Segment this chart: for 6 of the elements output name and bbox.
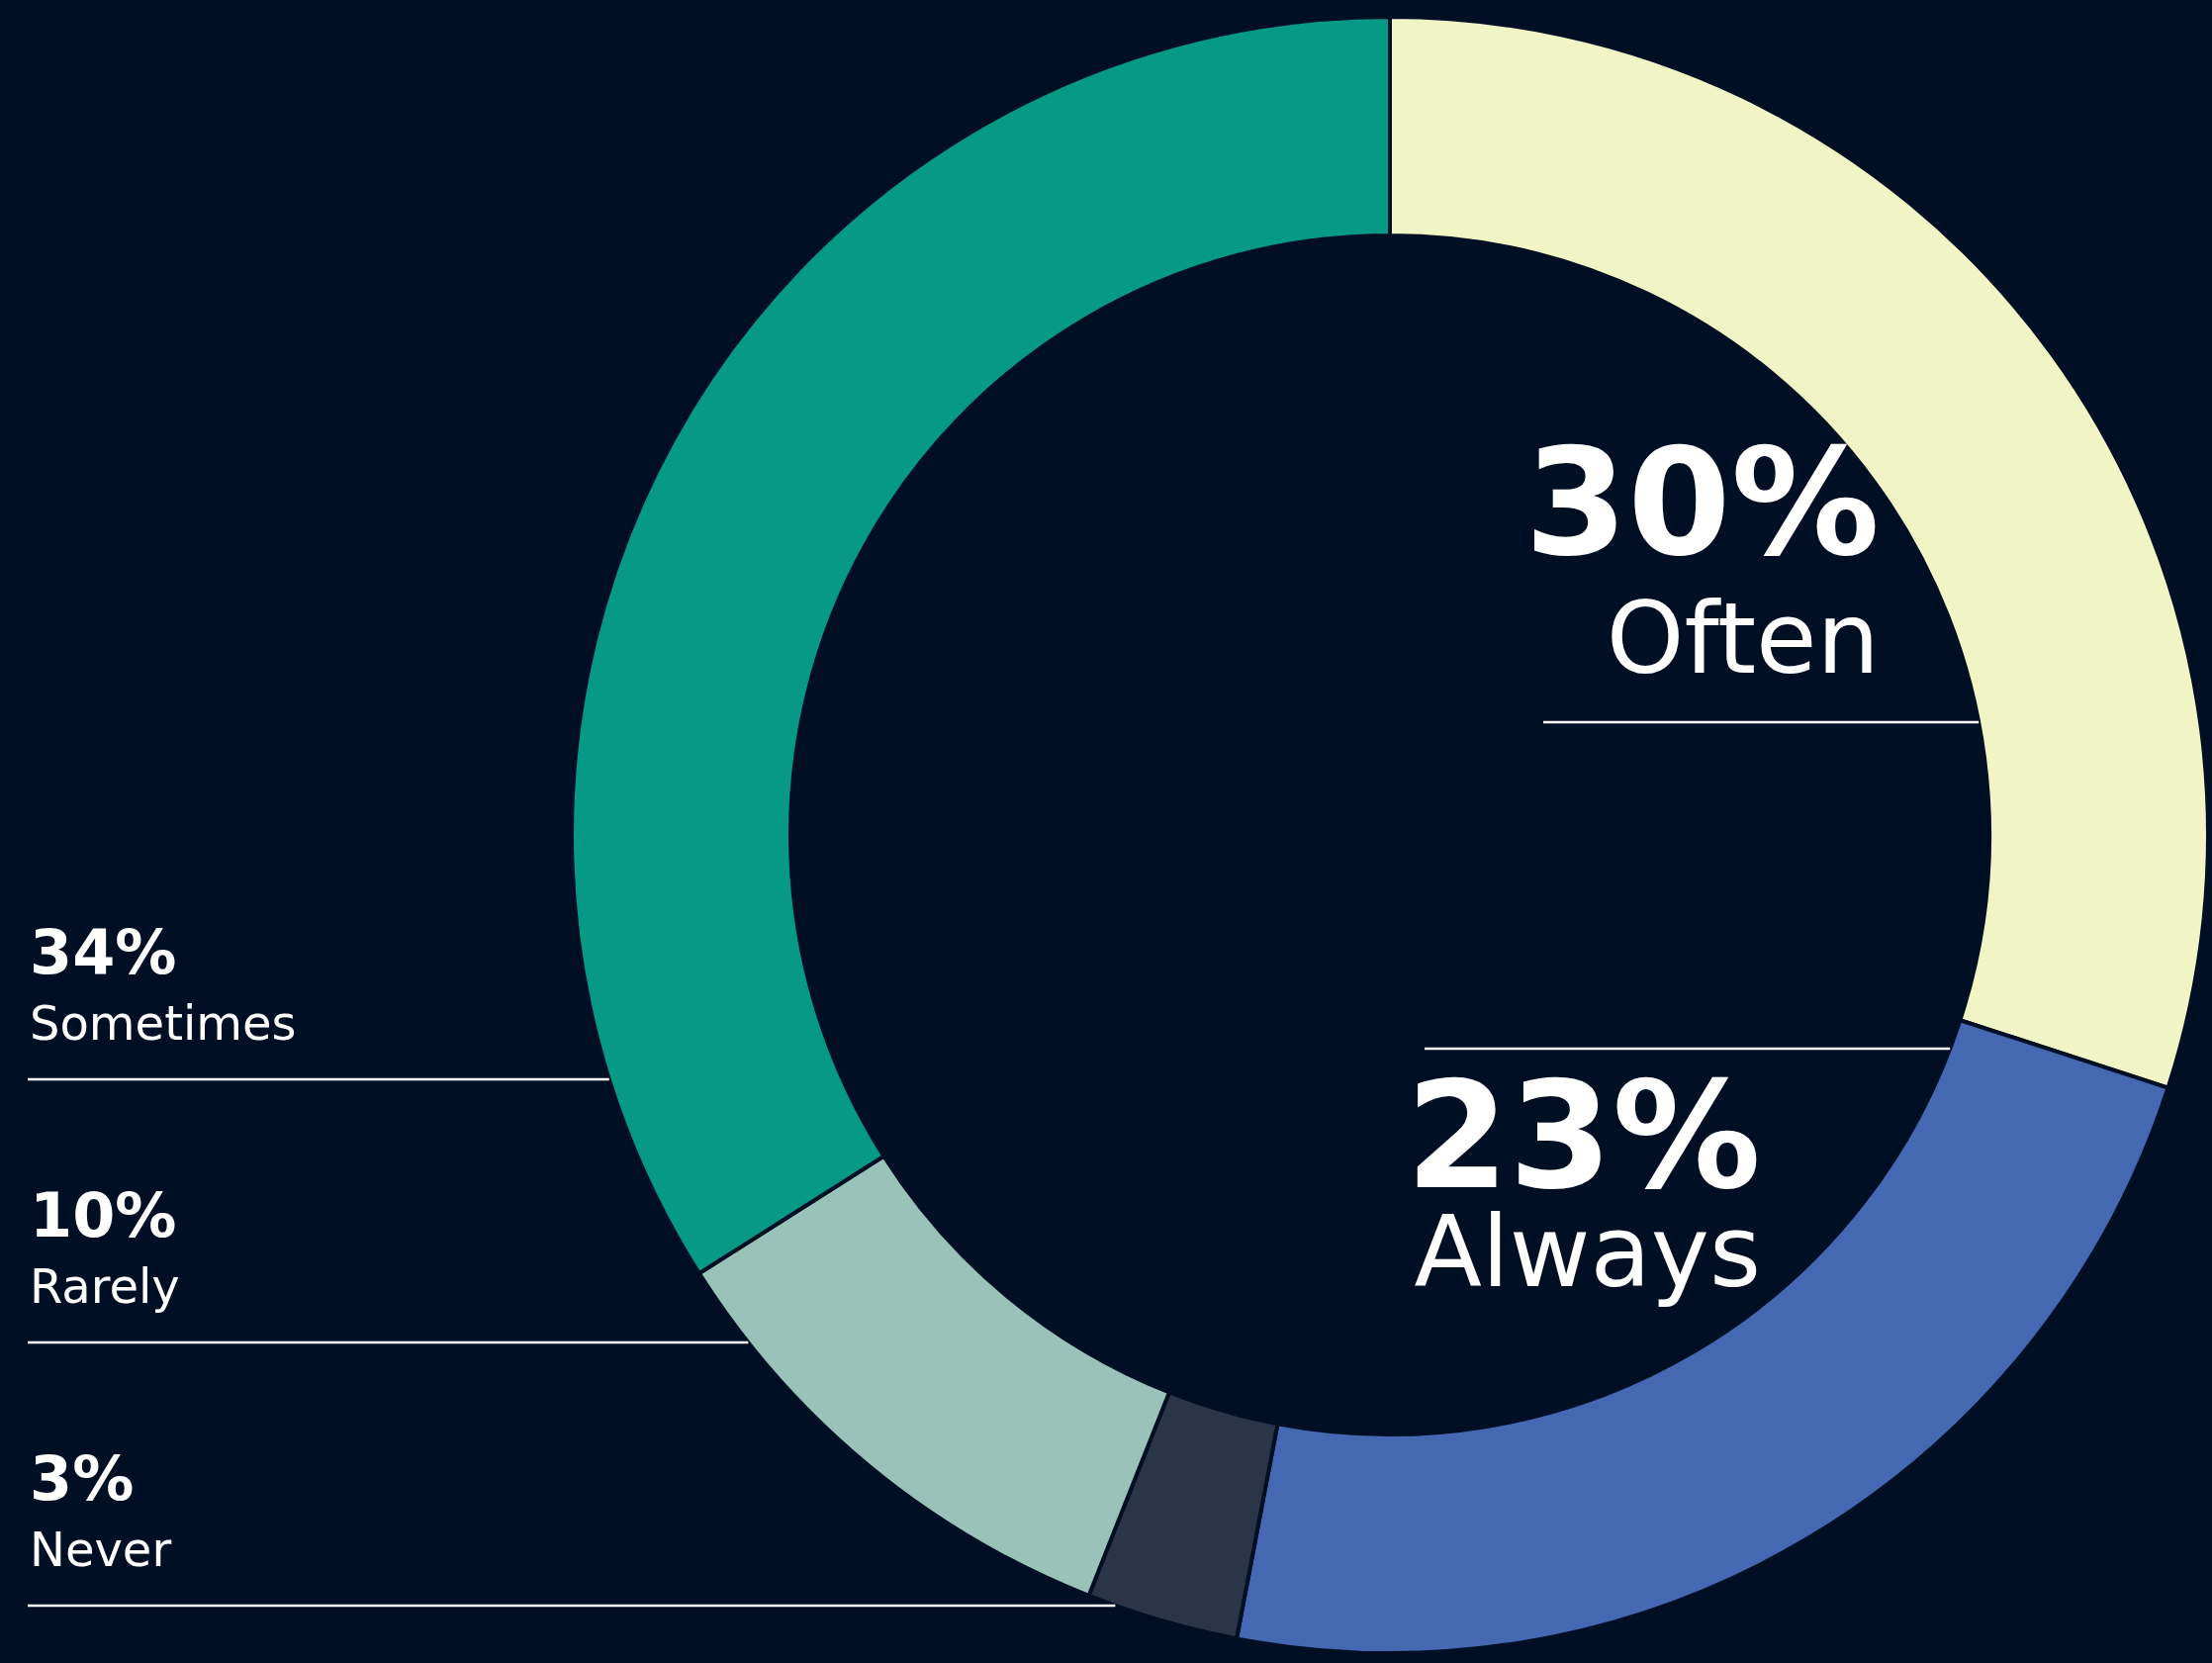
slice-label: Never [30, 1522, 172, 1577]
data-label: 34% [30, 916, 177, 988]
slice-label: Rarely [30, 1258, 180, 1314]
slice-label: Sometimes [30, 995, 297, 1051]
data-label: 10% [30, 1179, 177, 1251]
data-label: 3% [30, 1442, 135, 1515]
